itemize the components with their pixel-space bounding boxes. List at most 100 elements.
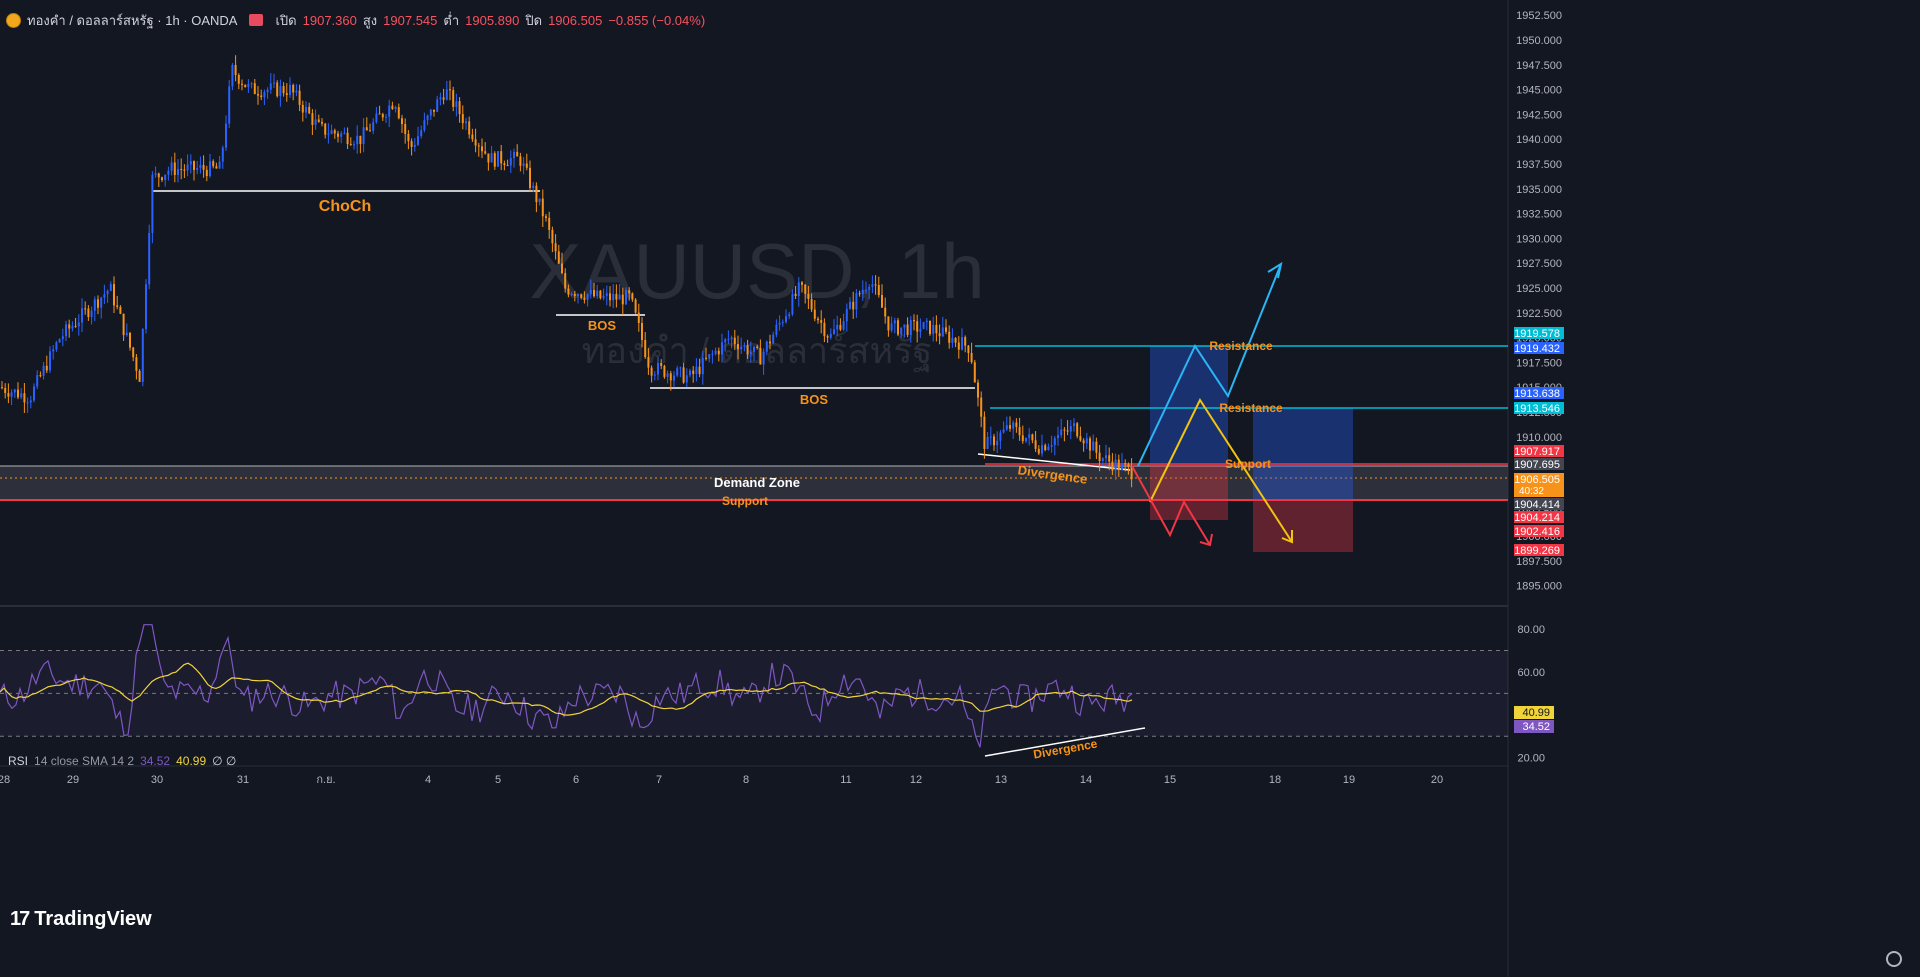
time-tick-label: 5 bbox=[495, 774, 501, 786]
candle-body bbox=[58, 339, 61, 343]
candle-body bbox=[650, 367, 653, 376]
support-label-lower: Support bbox=[722, 494, 768, 508]
candle-body bbox=[497, 151, 499, 167]
time-tick-label: 12 bbox=[910, 774, 922, 786]
candle-body bbox=[151, 174, 154, 233]
candle-body bbox=[989, 436, 992, 438]
price-tick-label: 1897.500 bbox=[1516, 556, 1562, 568]
candle-body bbox=[740, 346, 743, 350]
settings-gear-icon[interactable] bbox=[1886, 951, 1902, 967]
candle-body bbox=[218, 161, 221, 169]
candle-body bbox=[1089, 438, 1091, 451]
candle-body bbox=[289, 84, 291, 96]
candle-body bbox=[199, 164, 202, 169]
price-label-value: 1907.695 bbox=[1514, 459, 1560, 471]
price-label-box bbox=[1514, 544, 1564, 556]
rsi-header[interactable]: RSI 14 close SMA 14 2 34.52 40.99 ∅ ∅ bbox=[8, 754, 236, 768]
candle-body bbox=[241, 83, 243, 85]
candle-body bbox=[935, 324, 938, 334]
candle-body bbox=[881, 295, 883, 308]
candle-body bbox=[263, 92, 266, 98]
time-tick-label: 6 bbox=[573, 774, 579, 786]
rsi-divergence-label: Divergence bbox=[1032, 736, 1098, 761]
candle-body bbox=[925, 320, 928, 323]
candle-body bbox=[797, 282, 800, 297]
candle-body bbox=[279, 86, 282, 97]
time-tick-label: 29 bbox=[67, 774, 79, 786]
candle-body bbox=[676, 368, 679, 376]
candle-body bbox=[929, 320, 931, 334]
rsi-params: 14 close SMA 14 2 bbox=[34, 754, 135, 768]
candle-body bbox=[954, 338, 957, 343]
candle-body bbox=[458, 101, 461, 115]
candle-body bbox=[305, 106, 307, 113]
time-tick-label: 8 bbox=[743, 774, 749, 786]
candle-body bbox=[1069, 426, 1072, 432]
rsi-sma-box-value: 40.99 bbox=[1522, 707, 1550, 719]
candle-body bbox=[317, 119, 320, 122]
candle-body bbox=[932, 324, 935, 334]
candle-body bbox=[945, 327, 947, 332]
candle-body bbox=[685, 375, 688, 383]
candle-body bbox=[177, 168, 179, 175]
candle-body bbox=[775, 324, 778, 335]
candle-body bbox=[340, 133, 343, 137]
rsi-box bbox=[1514, 720, 1554, 733]
candle-body bbox=[356, 135, 359, 145]
candle-body bbox=[586, 294, 589, 300]
candle-body bbox=[1127, 464, 1130, 467]
candle-body bbox=[647, 357, 650, 368]
candle-body bbox=[225, 123, 227, 148]
candle-body bbox=[596, 290, 599, 297]
candle-body bbox=[970, 352, 973, 363]
price-label-box bbox=[1514, 473, 1564, 497]
candle-body bbox=[10, 392, 13, 397]
candle-body bbox=[410, 141, 413, 147]
candle-body bbox=[205, 169, 208, 177]
candle-body bbox=[593, 289, 595, 297]
candle-body bbox=[807, 293, 810, 300]
candle-body bbox=[1015, 422, 1018, 427]
symbol-title[interactable]: ทองคำ / ดอลลาร์สหรัฐ · 1h · OANDA bbox=[27, 12, 238, 28]
candle-body bbox=[564, 273, 567, 289]
candle-body bbox=[433, 109, 435, 112]
long-target-box bbox=[1150, 346, 1228, 464]
candle-body bbox=[919, 328, 922, 332]
candle-body bbox=[87, 308, 90, 317]
market-status-icon[interactable] bbox=[249, 14, 264, 26]
symbol-header[interactable]: ทองคำ / ดอลลาร์สหรัฐ · 1h · OANDA เปิด 19… bbox=[6, 10, 705, 30]
candle-body bbox=[618, 294, 621, 300]
candle-body bbox=[221, 147, 224, 162]
candle-body bbox=[577, 294, 579, 297]
candle-body bbox=[381, 114, 384, 118]
candle-body bbox=[785, 316, 787, 323]
candle-body bbox=[125, 332, 128, 336]
rsi-name: RSI bbox=[8, 754, 29, 768]
candle-body bbox=[605, 293, 608, 296]
price-label-value: 1907.917 bbox=[1514, 446, 1560, 458]
candle-body bbox=[193, 161, 195, 170]
candle-body bbox=[673, 375, 675, 381]
candle-body bbox=[148, 232, 151, 285]
candle-body bbox=[1076, 423, 1079, 437]
candle-body bbox=[679, 367, 682, 369]
candle-body bbox=[941, 327, 944, 337]
candle-body bbox=[292, 84, 295, 93]
price-label-value: 1919.578 bbox=[1514, 328, 1560, 340]
candle-body bbox=[897, 320, 899, 335]
demand-zone bbox=[0, 466, 1508, 500]
price-tick-label: 1927.500 bbox=[1516, 258, 1562, 270]
candle-body bbox=[682, 367, 685, 383]
candle-body bbox=[1028, 434, 1031, 438]
time-tick-label: 28 bbox=[0, 774, 10, 786]
rsi-line bbox=[0, 624, 1133, 748]
candle-body bbox=[65, 324, 67, 337]
price-label-value: 1906.505 bbox=[1514, 474, 1560, 486]
candle-body bbox=[84, 308, 87, 310]
price-tick-label: 1952.500 bbox=[1516, 10, 1562, 22]
bullish-arrow-icon bbox=[1267, 261, 1283, 279]
candle-body bbox=[29, 400, 32, 403]
candle-body bbox=[993, 436, 995, 446]
tradingview-logo[interactable]: 17 TradingView bbox=[10, 908, 152, 931]
